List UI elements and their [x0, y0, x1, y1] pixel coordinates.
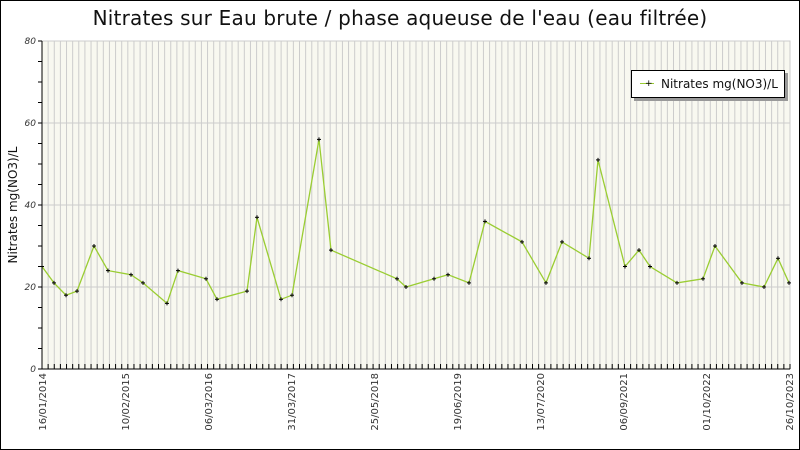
svg-text:0: 0 [30, 365, 36, 375]
svg-text:06/09/2021: 06/09/2021 [619, 373, 630, 431]
svg-text:26/10/2023: 26/10/2023 [785, 373, 796, 431]
svg-text:13/07/2020: 13/07/2020 [536, 373, 547, 431]
horizontal-gridlines [42, 40, 790, 288]
svg-text:10/02/2015: 10/02/2015 [121, 373, 132, 431]
data-point-markers [40, 137, 791, 306]
x-axis-ticks: 16/01/2014 10/02/2015 06/03/2016 31/03/2017… [38, 364, 796, 431]
legend-line-marker-icon: + [640, 79, 654, 89]
chart-title: Nitrates sur Eau brute / phase aqueuse d… [92, 6, 708, 30]
svg-text:60: 60 [25, 119, 37, 129]
svg-text:06/03/2016: 06/03/2016 [204, 373, 215, 431]
svg-text:01/10/2022: 01/10/2022 [702, 373, 713, 431]
legend-label: Nitrates mg(NO3)/L [661, 77, 778, 91]
svg-text:40: 40 [25, 201, 37, 211]
svg-text:16/01/2014: 16/01/2014 [38, 373, 49, 431]
svg-text:80: 80 [25, 37, 37, 47]
svg-text:31/03/2017: 31/03/2017 [287, 373, 298, 431]
svg-text:19/06/2019: 19/06/2019 [453, 373, 464, 431]
y-axis-ticks: 0 20 40 60 80 [25, 37, 42, 375]
svg-text:25/05/2018: 25/05/2018 [370, 373, 381, 431]
legend: + Nitrates mg(NO3)/L [631, 70, 785, 98]
svg-text:20: 20 [25, 283, 37, 293]
